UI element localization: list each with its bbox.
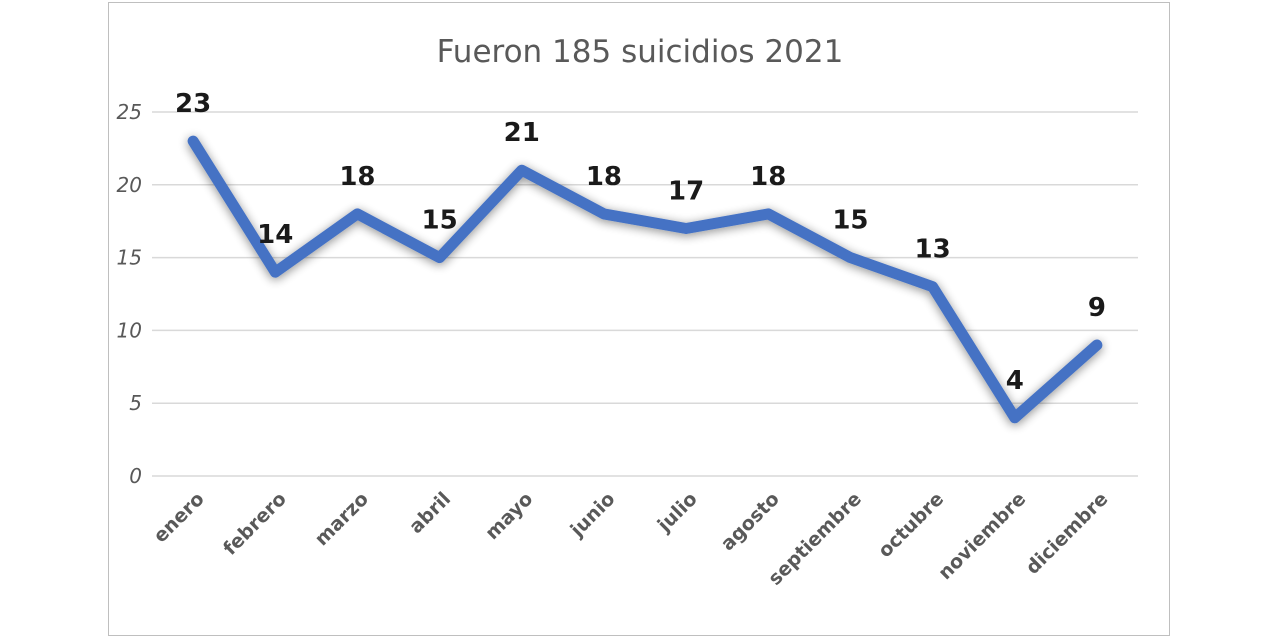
series-line (187, 135, 1103, 424)
x-tick-label: octubre (874, 488, 948, 562)
x-axis-ticks: enero febrero marzo abril mayo junio julio agos… (149, 488, 1112, 590)
data-label: 15 (832, 206, 868, 236)
chart-frame (108, 2, 1170, 636)
x-tick-label: marzo (311, 488, 373, 550)
data-label: 15 (421, 206, 457, 236)
data-label: 14 (257, 220, 293, 250)
x-tick-label: diciembre (1022, 488, 1113, 579)
x-tick-label: junio (566, 488, 620, 542)
data-label: 23 (175, 89, 211, 119)
y-tick-label: 15 (117, 246, 142, 270)
x-tick-label: agosto (717, 488, 784, 555)
data-label: 18 (586, 162, 622, 192)
data-label: 17 (668, 176, 704, 206)
x-tick-label: mayo (481, 488, 537, 544)
y-tick-label: 10 (117, 318, 142, 342)
data-label: 4 (1006, 366, 1024, 396)
x-tick-label: julio (653, 488, 702, 537)
data-labels: 23 14 18 15 21 18 17 18 15 13 4 9 (175, 89, 1106, 396)
x-tick-label: abril (405, 488, 455, 538)
data-label: 18 (339, 162, 375, 192)
x-tick-label: febrero (219, 488, 291, 560)
y-axis-ticks: 0 5 10 15 20 25 (117, 100, 142, 488)
data-label: 18 (750, 162, 786, 192)
data-label: 21 (504, 118, 540, 148)
y-tick-label: 20 (117, 173, 142, 197)
data-label: 13 (914, 235, 950, 265)
x-tick-label: enero (149, 488, 208, 547)
series (187, 135, 1103, 424)
y-tick-label: 25 (117, 100, 142, 124)
x-tick-label: noviembre (934, 488, 1030, 584)
chart-title: Fueron 185 suicidios 2021 (437, 34, 844, 70)
y-tick-label: 5 (129, 391, 142, 415)
y-tick-label: 0 (129, 464, 142, 488)
data-label: 9 (1088, 293, 1106, 323)
grid-lines (152, 111, 1138, 477)
